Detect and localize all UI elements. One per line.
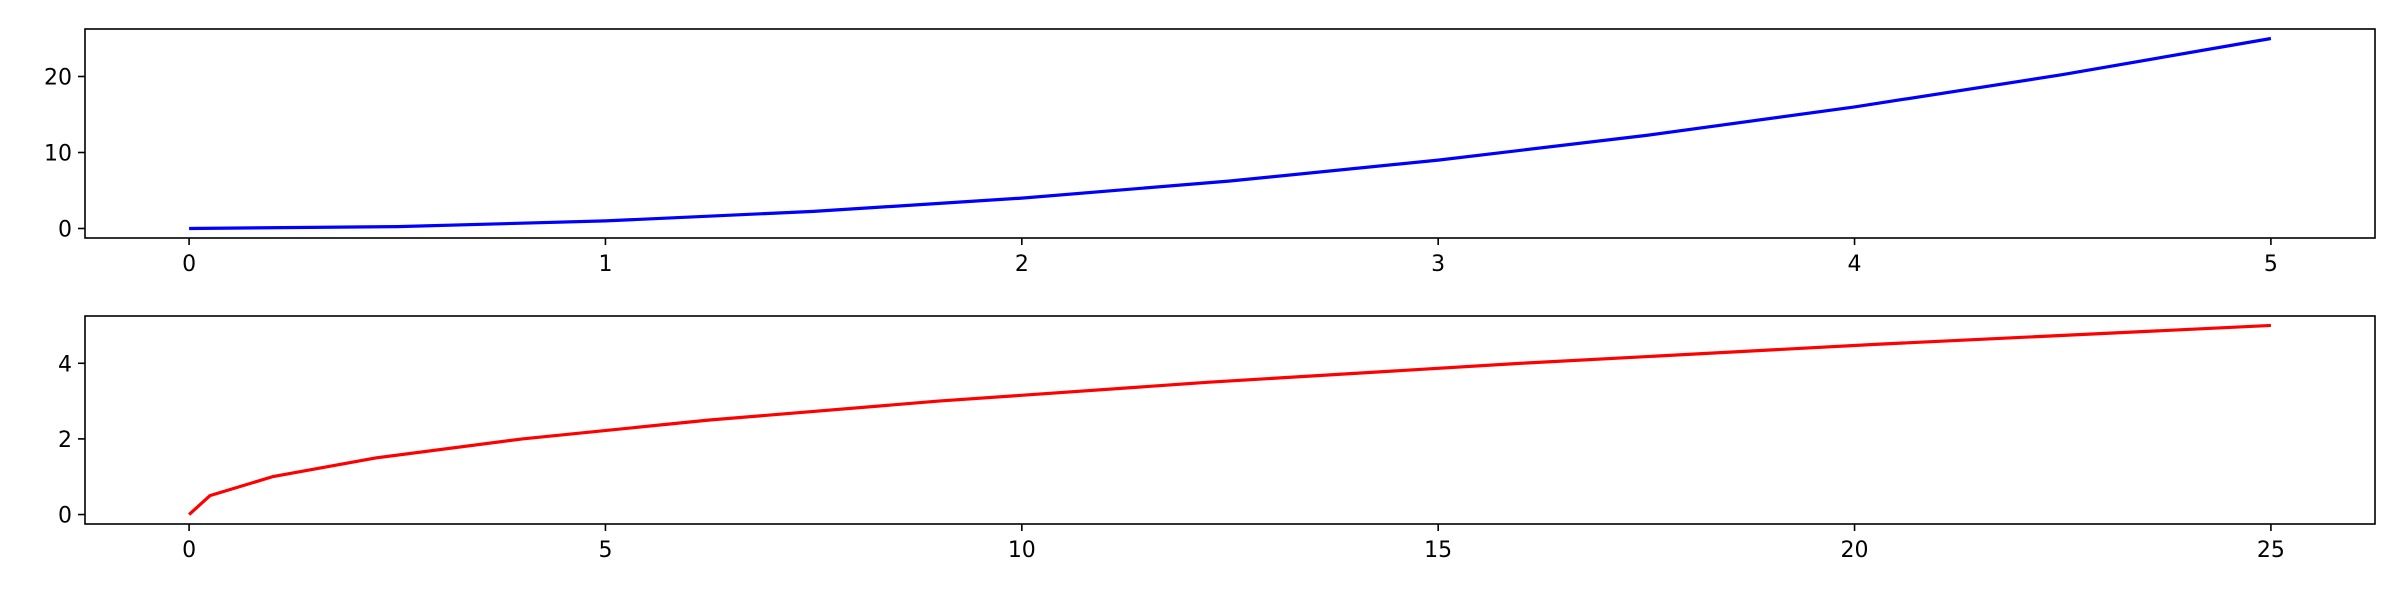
bottom-axes-frame [84, 315, 2376, 525]
top-x-tick-label: 0 [182, 252, 196, 277]
bottom-series-line-0 [188, 323, 2271, 516]
top-y-tick-label: 20 [44, 66, 72, 91]
bottom-y-tick-label: 4 [58, 352, 72, 377]
top-y-tick-label: 0 [58, 218, 72, 243]
top-x-tick-label: 4 [1848, 252, 1862, 277]
bottom-chart: 0 5 10 15 20 25 0 2 4 [58, 315, 2376, 563]
top-chart: 0 1 2 3 4 5 0 10 20 [44, 28, 2376, 277]
top-x-tick-label: 3 [1431, 252, 1445, 277]
bottom-x-tick-label: 10 [1008, 538, 1036, 563]
bottom-x-tick-label: 0 [182, 538, 196, 563]
bottom-x-tick-label: 25 [2257, 538, 2285, 563]
top-y-tick-label: 10 [44, 142, 72, 167]
bottom-y-tick-label: 0 [58, 504, 72, 529]
bottom-x-tick-label: 5 [598, 538, 612, 563]
top-x-tick-label: 1 [598, 252, 612, 277]
bottom-x-tick-label: 15 [1424, 538, 1452, 563]
bottom-x-tick-label: 20 [1841, 538, 1869, 563]
top-axes-frame [84, 28, 2376, 239]
top-x-tick-label: 5 [2264, 252, 2278, 277]
top-series-line-0 [189, 36, 2272, 231]
top-x-tick-label: 2 [1015, 252, 1029, 277]
bottom-y-tick-label: 2 [58, 428, 72, 453]
